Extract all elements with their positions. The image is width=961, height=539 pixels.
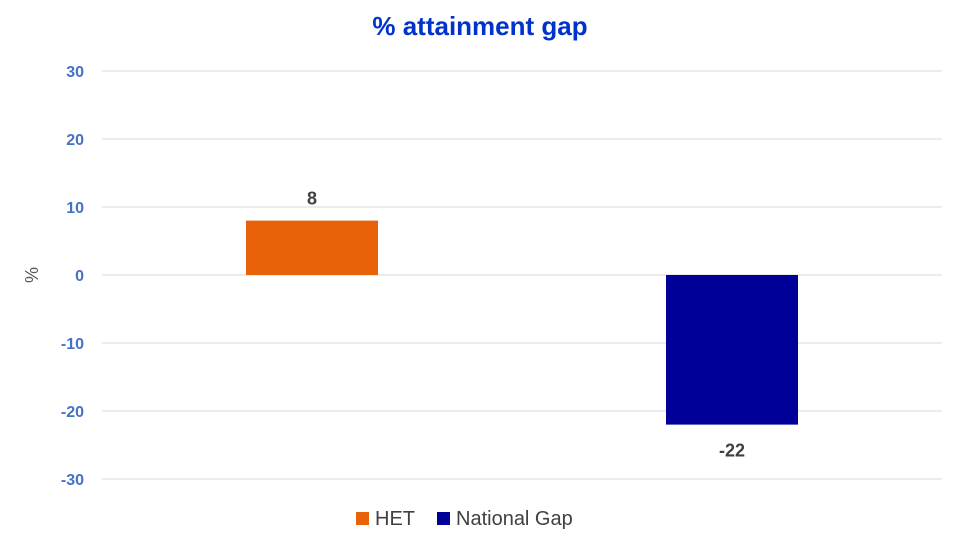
y-tick-label: -30: [61, 472, 84, 489]
y-tick-label: 30: [66, 64, 84, 81]
y-axis-label: %: [22, 267, 42, 283]
legend-label: National Gap: [456, 508, 573, 530]
y-tick-label: 20: [66, 132, 84, 149]
y-tick-label: -20: [61, 404, 84, 421]
gridlines: [102, 70, 942, 480]
bar-national-gap: [666, 275, 798, 425]
bar-het: [246, 220, 378, 275]
legend: HET National Gap: [356, 508, 573, 530]
chart-title: % attainment gap: [372, 11, 587, 41]
bars: [246, 220, 798, 425]
legend-label: HET: [375, 508, 415, 530]
data-label: -22: [719, 441, 745, 461]
y-axis-ticks: 30 20 10 0 -10 -20 -30: [61, 64, 84, 489]
data-labels: 8 -22: [307, 189, 745, 461]
legend-swatch: [437, 512, 450, 525]
y-tick-label: 10: [66, 200, 84, 217]
y-tick-label: -10: [61, 336, 84, 353]
data-label: 8: [307, 189, 317, 209]
y-tick-label: 0: [75, 268, 84, 285]
legend-swatch: [356, 512, 369, 525]
